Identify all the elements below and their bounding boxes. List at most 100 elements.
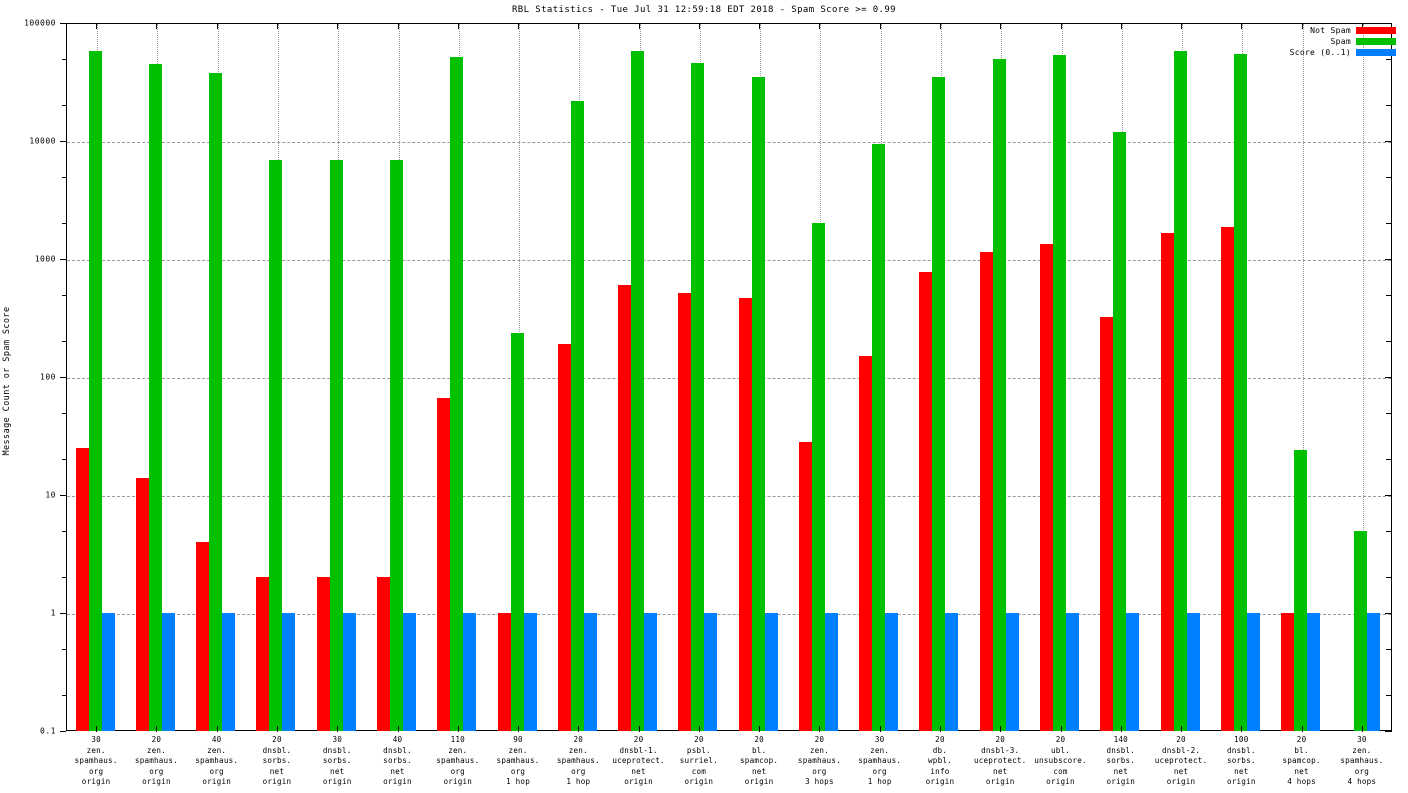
bar-spam xyxy=(209,72,223,731)
x-tick-mark-top xyxy=(397,23,399,29)
x-tick-mark xyxy=(1241,726,1243,732)
y-minor-tick-right xyxy=(1386,530,1391,532)
bar-not-spam xyxy=(678,292,692,731)
y-minor-tick xyxy=(62,58,66,60)
x-tick-mark-top xyxy=(1301,23,1303,29)
x-tick-mark-top xyxy=(1120,23,1122,29)
chart-title: RBL Statistics - Tue Jul 31 12:59:18 EDT… xyxy=(511,5,897,15)
y-minor-tick-right xyxy=(1386,412,1391,414)
x-tick-mark xyxy=(1060,726,1062,732)
vertical-gridline xyxy=(1362,24,1364,730)
y-minor-tick-right xyxy=(1386,105,1391,107)
x-tick-label: 40 zen. spamhaus. org origin xyxy=(195,735,239,787)
x-tick-mark xyxy=(1361,726,1363,732)
x-tick-mark xyxy=(638,726,640,732)
bar-spam xyxy=(811,223,825,731)
y-minor-tick-right xyxy=(1386,176,1391,178)
y-minor-tick-right xyxy=(1386,294,1391,296)
y-minor-tick xyxy=(62,341,66,343)
x-tick-label: 100 dnsbl. sorbs. net origin xyxy=(1226,735,1256,787)
y-tick-mark-right xyxy=(1385,377,1392,378)
bar-not-spam xyxy=(437,397,451,731)
bar-not-spam xyxy=(798,442,812,731)
x-tick-mark xyxy=(1000,726,1002,732)
x-tick-label: 20 bl. spamcop. net 4 hops xyxy=(1282,735,1321,787)
y-minor-tick xyxy=(62,176,66,178)
x-tick-label: 20 dnsbl. sorbs. net origin xyxy=(262,735,292,787)
y-tick-label: 100 xyxy=(40,372,56,382)
x-axis-labels: 30 zen. spamhaus. org origin 20 zen. spamhaus. o… xyxy=(66,735,1392,793)
bar-spam xyxy=(1294,450,1308,731)
y-tick-mark xyxy=(60,259,66,260)
x-tick-mark-top xyxy=(698,23,700,29)
x-tick-label: 20 dnsbl-2. uceprotect. net origin xyxy=(1154,735,1208,787)
bar-not-spam xyxy=(1281,613,1295,731)
x-tick-label: 20 dnsbl-3. uceprotect. net origin xyxy=(973,735,1027,787)
x-tick-mark xyxy=(1120,726,1122,732)
y-tick-label: 100000 xyxy=(24,18,56,28)
x-tick-mark xyxy=(698,726,700,732)
y-tick-label: 1000 xyxy=(34,254,56,264)
y-minor-tick xyxy=(62,412,66,414)
bar-score xyxy=(764,613,778,731)
x-tick-mark-top xyxy=(1060,23,1062,29)
bar-spam xyxy=(691,62,705,731)
x-tick-mark xyxy=(879,726,881,732)
x-tick-label: 20 dnsbl-1. uceprotect. net origin xyxy=(612,735,665,787)
x-tick-mark-top xyxy=(879,23,881,29)
legend-label: Not Spam xyxy=(1310,26,1351,35)
y-minor-tick-right xyxy=(1386,341,1391,343)
bar-spam xyxy=(510,333,524,731)
x-tick-mark xyxy=(1301,726,1303,732)
legend-color-swatch xyxy=(1356,27,1396,34)
x-tick-mark xyxy=(759,726,761,732)
bar-not-spam xyxy=(135,477,149,731)
x-tick-mark xyxy=(337,726,339,732)
x-tick-mark-top xyxy=(96,23,98,29)
x-tick-mark-top xyxy=(457,23,459,29)
bar-score xyxy=(1367,613,1381,731)
y-minor-tick xyxy=(62,105,66,107)
horizontal-gridline xyxy=(67,614,1391,615)
bar-score xyxy=(282,613,296,731)
horizontal-gridline xyxy=(67,496,1391,497)
y-minor-tick-right xyxy=(1386,58,1391,60)
bar-score xyxy=(403,613,416,731)
y-minor-tick-right xyxy=(1386,459,1391,461)
x-tick-mark xyxy=(518,726,520,732)
y-minor-tick xyxy=(62,459,66,461)
x-tick-mark xyxy=(397,726,399,732)
x-tick-label: 20 zen. spamhaus. org 1 hop xyxy=(556,735,600,787)
bar-not-spam xyxy=(497,613,511,731)
y-tick-mark xyxy=(60,23,66,24)
x-tick-mark xyxy=(819,726,821,732)
bar-spam xyxy=(1173,50,1187,731)
bar-score xyxy=(824,613,838,731)
y-tick-mark-right xyxy=(1385,731,1392,732)
bar-score xyxy=(945,613,959,731)
legend-label: Spam xyxy=(1330,37,1351,46)
y-axis-labels: 100000 10000 1000 100 10 1 0.1 xyxy=(0,0,66,792)
x-tick-label: 20 ubl. unsubscore. com origin xyxy=(1034,735,1087,787)
y-tick-mark xyxy=(60,377,66,378)
bar-not-spam xyxy=(1160,233,1174,731)
legend-item: Spam xyxy=(1331,37,1396,46)
bar-spam xyxy=(872,143,886,731)
bar-spam xyxy=(148,63,162,731)
bar-not-spam xyxy=(1040,243,1053,731)
bar-spam xyxy=(932,76,946,731)
bar-spam xyxy=(269,160,283,731)
y-minor-tick xyxy=(62,695,66,697)
y-tick-label: 10 xyxy=(45,490,56,500)
bar-spam xyxy=(570,100,584,731)
y-tick-mark-right xyxy=(1385,23,1392,24)
bar-spam xyxy=(1354,530,1368,731)
x-tick-mark-top xyxy=(216,23,218,29)
y-minor-tick-right xyxy=(1386,648,1391,650)
y-tick-mark xyxy=(60,141,66,142)
y-tick-label: 1 xyxy=(50,608,56,618)
x-tick-label: 20 psbl. surriel. com origin xyxy=(679,735,718,787)
bar-not-spam xyxy=(1100,317,1114,731)
legend-label: Score (0..1) xyxy=(1289,48,1351,57)
